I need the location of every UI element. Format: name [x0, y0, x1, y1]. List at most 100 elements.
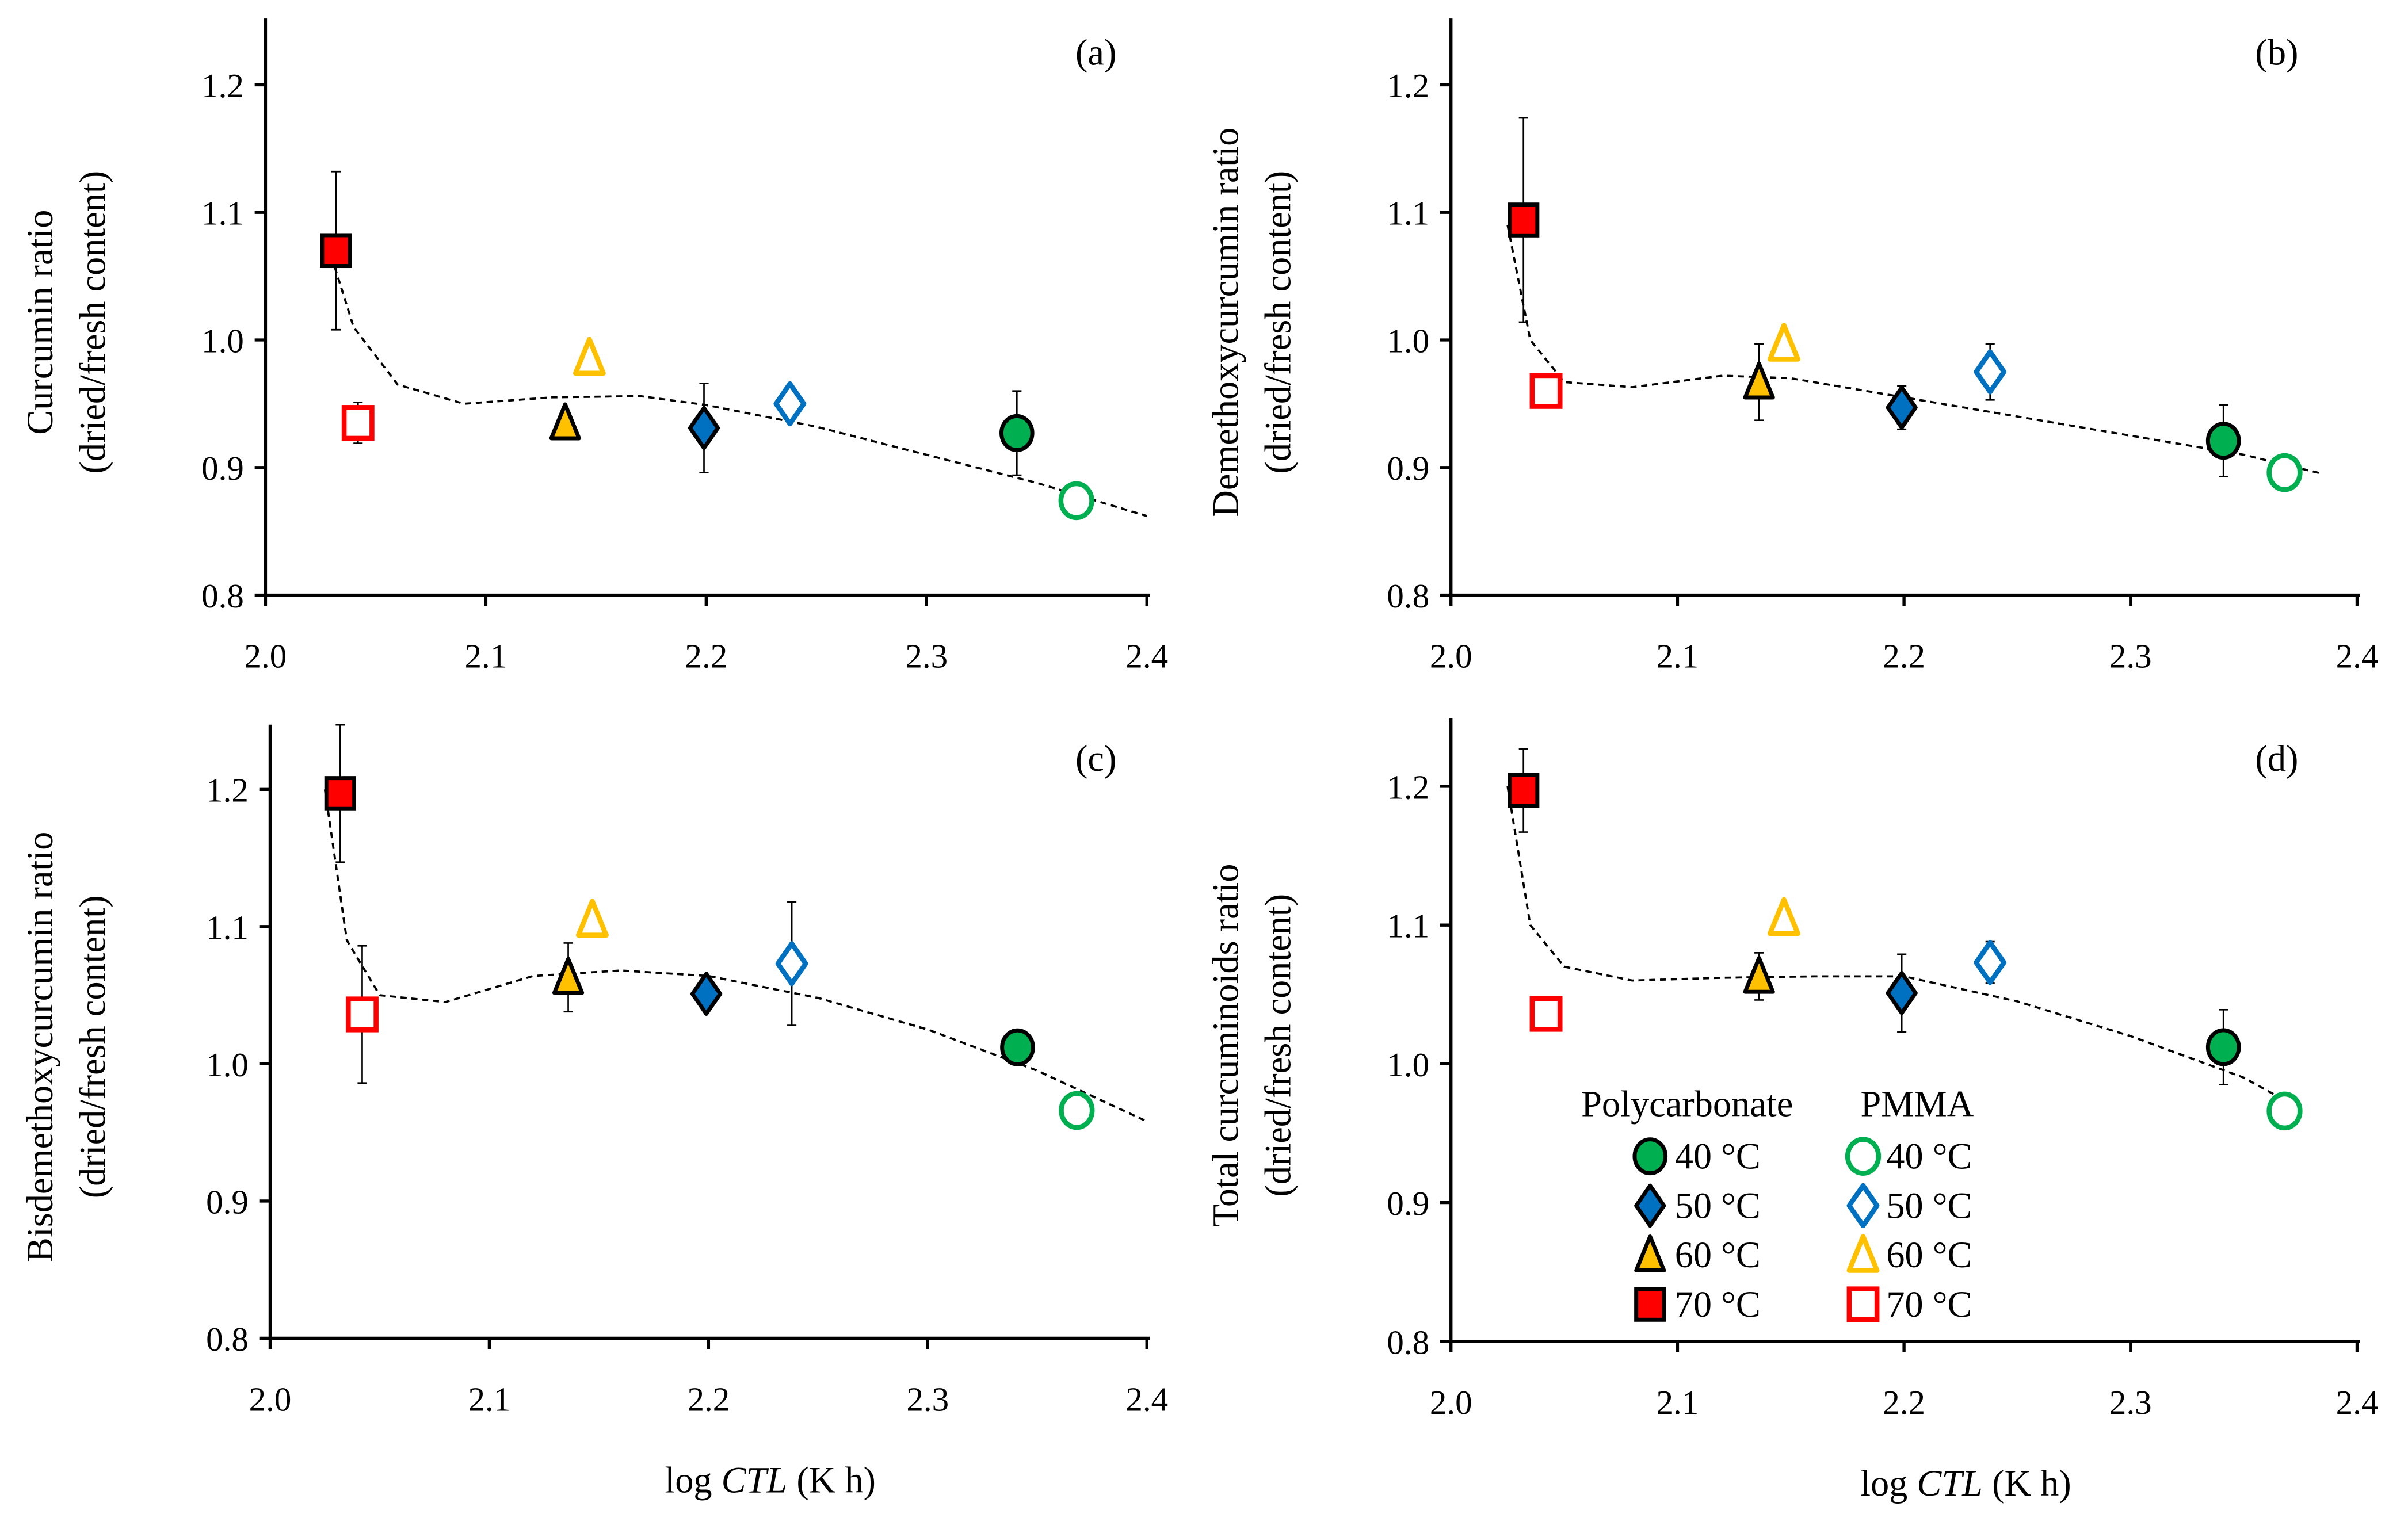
legend-label: 70 °C	[1675, 1284, 1761, 1325]
trend-line	[1506, 225, 2323, 475]
data-point-polycarbonate-70	[1508, 773, 1540, 808]
data-point-polycarbonate-70	[320, 233, 352, 269]
y-axis-subtitle: (dried/fresh content)	[1258, 894, 1299, 1197]
legend-marker-polycarbonate-70	[1634, 1287, 1666, 1322]
y-tick-label: 1.2	[1387, 768, 1429, 806]
y-tick-label: 0.9	[1387, 449, 1429, 487]
data-point-pmma-50	[1974, 940, 2007, 985]
x-axis-title: log CTL (K h)	[665, 1460, 876, 1501]
x-tick-label: 2.0	[1430, 637, 1472, 675]
y-tick-label: 0.8	[201, 577, 244, 615]
legend-marker-pmma-40	[1845, 1137, 1882, 1176]
data-point-polycarbonate-70	[324, 776, 357, 811]
x-axis-title-part: (K h)	[1983, 1463, 2071, 1504]
y-tick-label: 0.9	[206, 1183, 249, 1221]
data-point-polycarbonate-50	[1886, 385, 1918, 430]
y-axis-title: Curcumin ratio	[20, 210, 60, 435]
x-axis-title-part: CTL	[1917, 1463, 1983, 1504]
x-tick-label: 2.4	[2336, 637, 2379, 675]
y-tick-label: 1.2	[206, 771, 249, 809]
data-point-pmma-70	[341, 405, 375, 441]
data-point-polycarbonate-40	[999, 414, 1035, 452]
y-axis-title: Demethoxycurcumin ratio	[1205, 128, 1246, 517]
x-tick-label: 2.2	[687, 1380, 730, 1418]
y-tick-label: 0.8	[206, 1320, 249, 1358]
x-tick-label: 2.2	[1883, 637, 1925, 675]
data-point-pmma-70	[1529, 996, 1563, 1032]
x-tick-label: 2.2	[1883, 1383, 1925, 1421]
x-tick-label: 2.3	[906, 1380, 949, 1418]
y-tick-label: 1.1	[201, 194, 244, 232]
panel-label: (d)	[2255, 738, 2298, 779]
data-point-polycarbonate-60	[549, 402, 581, 441]
data-point-pmma-70	[346, 996, 379, 1033]
y-axis-subtitle: (dried/fresh content)	[72, 895, 113, 1198]
legend-marker-polycarbonate-60	[1634, 1234, 1666, 1273]
data-point-pmma-60	[1768, 897, 1800, 936]
y-tick-label: 1.1	[1387, 194, 1429, 232]
data-point-pmma-40	[2266, 453, 2303, 492]
x-tick-label: 2.0	[245, 637, 287, 675]
panel-label: (b)	[2255, 32, 2298, 73]
panel-c: 0.8 0.9 1.0 1.1 1.2 2.0 2.1 2.2 2.3 2.4 Bisdemetho…	[20, 724, 1168, 1501]
legend-label: 60 °C	[1675, 1234, 1761, 1275]
panel-a: 0.8 0.9 1.0 1.1 1.2 2.0 2.1 2.2 2.3 2.4 Curcumin r…	[20, 18, 1168, 675]
trend-line	[1506, 786, 2290, 1104]
y-tick-label: 1.0	[1387, 322, 1429, 360]
x-tick-label: 2.3	[905, 637, 948, 675]
data-point-pmma-70	[1529, 373, 1563, 409]
legend-group-polycarbonate: Polycarbonate	[1581, 1084, 1793, 1125]
y-tick-label: 1.0	[201, 322, 244, 360]
legend: Polycarbonate PMMA 40 °C 40 °C 50 °C 50 °C 60 …	[1581, 1084, 1974, 1325]
x-tick-label: 2.4	[2336, 1383, 2379, 1421]
legend-label: 40 °C	[1675, 1136, 1761, 1177]
y-tick-label: 1.2	[201, 67, 244, 105]
y-tick-label: 1.0	[1387, 1046, 1429, 1084]
data-point-polycarbonate-50	[690, 972, 723, 1016]
y-tick-label: 1.2	[1387, 67, 1429, 105]
panel-b: 0.8 0.9 1.0 1.1 1.2 2.0 2.1 2.2 2.3 2.4 Demethoxyc…	[1205, 18, 2378, 675]
x-axis-title-part: CTL	[722, 1460, 788, 1501]
legend-group-pmma: PMMA	[1861, 1084, 1974, 1125]
legend-marker-pmma-50	[1846, 1183, 1880, 1229]
data-point-polycarbonate-60	[1743, 955, 1775, 994]
data-point-polycarbonate-60	[552, 957, 585, 995]
data-point-pmma-40	[1059, 1091, 1095, 1130]
x-tick-label: 2.1	[468, 1380, 511, 1418]
legend-label: 70 °C	[1886, 1284, 1972, 1325]
x-tick-label: 2.3	[2109, 1383, 2152, 1421]
panel-d: 0.8 0.9 1.0 1.1 1.2 2.0 2.1 2.2 2.3 2.4 Total curc…	[1205, 718, 2378, 1504]
legend-label: 50 °C	[1886, 1185, 1972, 1226]
data-point-polycarbonate-40	[2205, 1028, 2241, 1066]
data-point-pmma-40	[2266, 1091, 2303, 1131]
trend-line	[330, 257, 1147, 517]
y-tick-label: 0.9	[1387, 1184, 1429, 1222]
x-axis-title-part: log	[1860, 1463, 1917, 1504]
x-tick-label: 2.2	[685, 637, 727, 675]
data-point-polycarbonate-70	[1508, 202, 1540, 238]
x-tick-label: 2.4	[1125, 1380, 1168, 1418]
legend-marker-pmma-70	[1846, 1286, 1880, 1322]
data-point-pmma-60	[573, 337, 606, 376]
x-axis-title: log CTL (K h)	[1860, 1463, 2071, 1504]
x-axis-title-part: (K h)	[787, 1460, 876, 1501]
x-tick-label: 2.1	[1657, 1383, 1699, 1421]
data-point-polycarbonate-40	[1000, 1028, 1035, 1066]
data-point-polycarbonate-60	[1743, 361, 1775, 400]
data-point-pmma-50	[1974, 349, 2007, 395]
data-point-pmma-60	[576, 899, 609, 938]
legend-label: 40 °C	[1886, 1136, 1972, 1177]
data-point-polycarbonate-50	[1886, 971, 1918, 1015]
x-tick-label: 2.1	[1657, 637, 1699, 675]
data-point-pmma-60	[1768, 323, 1800, 362]
x-tick-label: 2.1	[464, 637, 507, 675]
panel-label: (a)	[1075, 32, 1116, 73]
y-tick-label: 1.1	[1387, 907, 1429, 945]
y-tick-label: 1.1	[206, 908, 249, 946]
x-tick-label: 2.3	[2109, 637, 2152, 675]
y-tick-label: 0.8	[1387, 577, 1429, 615]
y-tick-label: 1.0	[206, 1046, 249, 1084]
x-tick-label: 2.4	[1125, 637, 1168, 675]
data-point-polycarbonate-40	[2205, 422, 2241, 460]
